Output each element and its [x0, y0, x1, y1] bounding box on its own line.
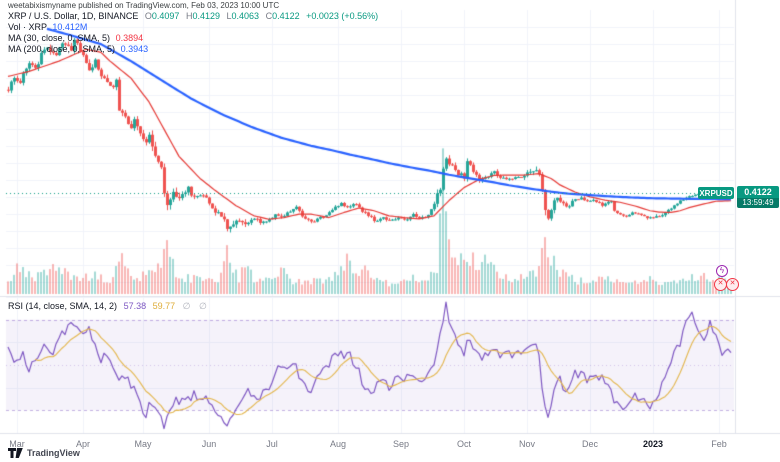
- time-axis-label: Feb: [711, 439, 727, 449]
- tradingview-logo[interactable]: TradingView: [8, 448, 80, 458]
- price-axis[interactable]: USD 0.90000.85000.80000.75000.70000.6500…: [736, 0, 780, 433]
- rsi-value: 57.38: [123, 301, 147, 311]
- time-axis-label: Sep: [392, 439, 410, 449]
- low-label: L: [226, 11, 232, 21]
- tradingview-wordmark: TradingView: [27, 448, 80, 458]
- time-axis-label: Apr: [75, 439, 91, 449]
- time-axis-label: May: [134, 439, 152, 449]
- symbol-title[interactable]: XRP / U.S. Dollar, 1D, BINANCE: [8, 11, 139, 21]
- bar-countdown: 13:59:49: [737, 198, 779, 208]
- volume-legend-row[interactable]: Vol · XRP 10.412M: [8, 22, 87, 32]
- time-axis-label: Oct: [456, 439, 472, 449]
- rsi-label: RSI (14, close, SMA, 14, 2): [8, 301, 118, 311]
- volume-label: Vol · XRP: [8, 22, 47, 32]
- time-axis-label: Mar: [9, 439, 25, 449]
- rsi-ma-value: 59.77: [152, 301, 176, 311]
- current-price-label[interactable]: 0.4122 13:59:49: [737, 186, 779, 208]
- open-value: 0.4097: [151, 11, 180, 21]
- change-value: +0.0023 (+0.56%): [306, 11, 379, 21]
- time-axis[interactable]: Mar Apr May Jun Jul Aug Sep Oct Nov Dec 2023 Feb: [0, 434, 780, 450]
- time-axis-label: Jul: [266, 439, 278, 449]
- close-value: 0.4122: [272, 11, 300, 21]
- time-axis-label: Nov: [518, 439, 536, 449]
- ma200-label: MA (200, close, 0, SMA, 5): [8, 44, 116, 54]
- close-label: C: [265, 11, 273, 21]
- open-label: O: [144, 11, 152, 21]
- current-price-value: 0.4122: [737, 186, 779, 198]
- volume-value: 10.412M: [52, 22, 88, 32]
- flash-event-icon[interactable]: ϟ: [716, 265, 728, 277]
- ma200-value: 0.3943: [120, 44, 149, 54]
- high-label: H: [185, 11, 193, 21]
- ma30-legend-row[interactable]: MA (30, close, 0, SMA, 5) 0.3894: [8, 33, 143, 43]
- symbol-legend-row[interactable]: XRP / U.S. Dollar, 1D, BINANCE O0.4097 H…: [8, 11, 378, 21]
- time-axis-label: Aug: [329, 439, 347, 449]
- low-value: 0.4063: [231, 11, 260, 21]
- ma200-legend-row[interactable]: MA (200, close, 0, SMA, 5) 0.3943: [8, 44, 148, 54]
- event-marker-icon[interactable]: ✕: [726, 278, 739, 291]
- time-axis-label: 2023: [642, 439, 664, 449]
- rsi-legend-row[interactable]: RSI (14, close, SMA, 14, 2) 57.38 59.77 …: [8, 301, 210, 311]
- high-value: 0.4129: [192, 11, 220, 21]
- time-axis-label: Jun: [201, 439, 217, 449]
- snapshot-attribution: weetabixismyname published on TradingVie…: [8, 1, 280, 10]
- ma30-label: MA (30, close, 0, SMA, 5): [8, 33, 111, 43]
- time-axis-label: Dec: [581, 439, 599, 449]
- symbol-price-flag[interactable]: XRPUSD: [698, 187, 734, 199]
- ma30-value: 0.3894: [115, 33, 144, 43]
- tradingview-mark-icon: [8, 448, 23, 458]
- rsi-empty-values: ∅ ∅: [182, 301, 210, 311]
